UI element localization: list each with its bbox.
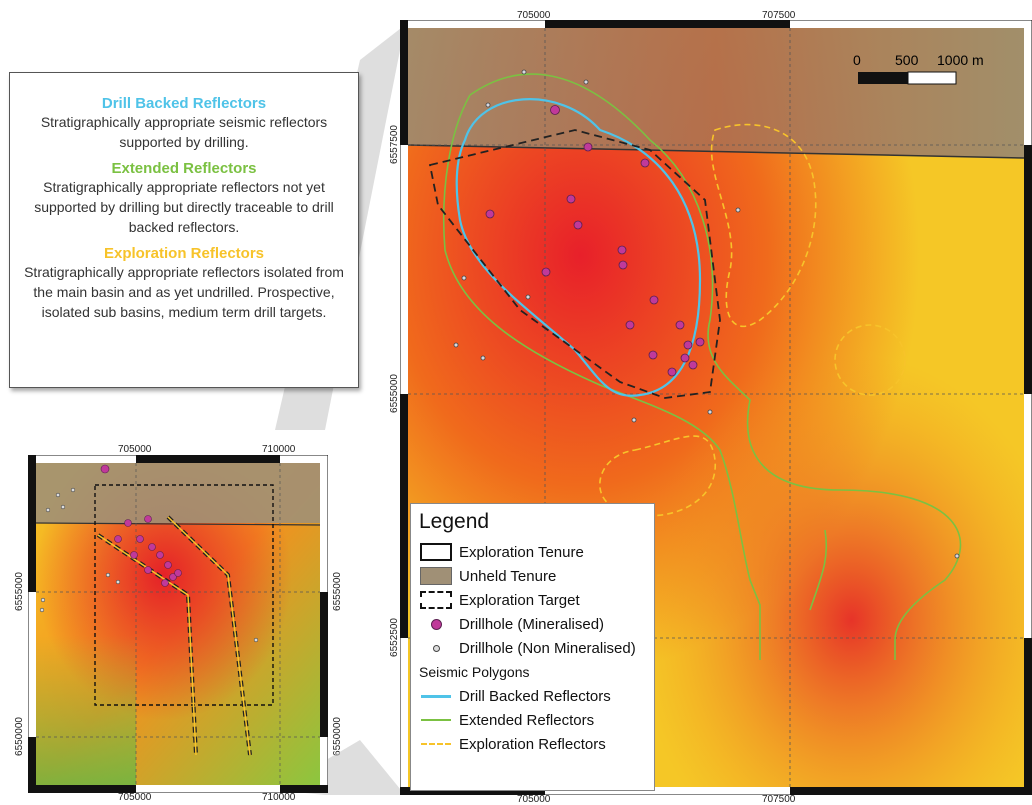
green-line-icon xyxy=(419,711,453,729)
exploration-description: Stratigraphically appropriate reflectors… xyxy=(24,264,344,320)
legend-item-exploration: Exploration Reflectors xyxy=(419,732,648,756)
yellow-dashed-line-icon xyxy=(419,735,453,753)
legend-label: Extended Reflectors xyxy=(459,711,595,729)
exploration-tenure-swatch xyxy=(419,543,453,561)
main-x-tick-1: 705000 xyxy=(517,10,551,21)
legend-item-extended: Extended Reflectors xyxy=(419,708,648,732)
exploration-title: Exploration Reflectors xyxy=(103,245,265,262)
legend-label: Exploration Reflectors xyxy=(459,735,606,753)
legend-label: Drill Backed Reflectors xyxy=(459,687,611,705)
legend-item-exploration-target: Exploration Target xyxy=(419,588,648,612)
drill-backed-description: Stratigraphically appropriate seismic re… xyxy=(40,114,328,150)
extended-description: Stratigraphically appropriate reflectors… xyxy=(34,179,334,235)
legend-label: Drillhole (Non Mineralised) xyxy=(459,639,636,657)
non-mineralised-drillhole-icon xyxy=(419,639,453,657)
legend-label: Drillhole (Mineralised) xyxy=(459,615,605,633)
main-map[interactable] xyxy=(400,20,1032,795)
inset-map[interactable] xyxy=(28,455,328,793)
cyan-line-icon xyxy=(419,687,453,705)
main-x-tick-bottom-1: 705000 xyxy=(517,794,551,805)
legend-label: Exploration Tenure xyxy=(459,543,584,561)
legend-item-non-mineralised: Drillhole (Non Mineralised) xyxy=(419,636,648,660)
inset-x-tick-bottom-2: 710000 xyxy=(262,792,296,803)
legend-item-mineralised: Drillhole (Mineralised) xyxy=(419,612,648,636)
legend-title: Legend xyxy=(419,510,490,533)
main-x-tick-2: 707500 xyxy=(762,10,796,21)
scale-label-1000: 1000 m xyxy=(937,52,984,68)
legend-item-drill-backed: Drill Backed Reflectors xyxy=(419,684,648,708)
inset-x-tick-2: 710000 xyxy=(262,444,296,455)
inset-x-tick-bottom-1: 705000 xyxy=(118,792,152,803)
drill-backed-title: Drill Backed Reflectors xyxy=(101,95,267,112)
legend-label: Unheld Tenure xyxy=(459,567,557,585)
legend: Legend Exploration Tenure Unheld Tenure … xyxy=(410,503,655,791)
unheld-tenure-swatch xyxy=(419,567,453,585)
inset-x-tick-1: 705000 xyxy=(118,444,152,455)
scale-label-0: 0 xyxy=(853,52,861,68)
exploration-target-swatch xyxy=(419,591,453,609)
reflector-info-box: Drill Backed Reflectors Stratigraphicall… xyxy=(9,72,359,388)
extended-title: Extended Reflectors xyxy=(111,160,257,177)
main-x-tick-bottom-2: 707500 xyxy=(762,794,796,805)
scale-label-500: 500 xyxy=(895,52,919,68)
legend-item-unheld-tenure: Unheld Tenure xyxy=(419,564,648,588)
scale-bar xyxy=(858,71,957,85)
legend-item-exploration-tenure: Exploration Tenure xyxy=(419,540,648,564)
mineralised-drillhole-icon xyxy=(419,615,453,633)
legend-subheading: Seismic Polygons xyxy=(419,664,530,680)
legend-label: Exploration Target xyxy=(459,591,580,609)
